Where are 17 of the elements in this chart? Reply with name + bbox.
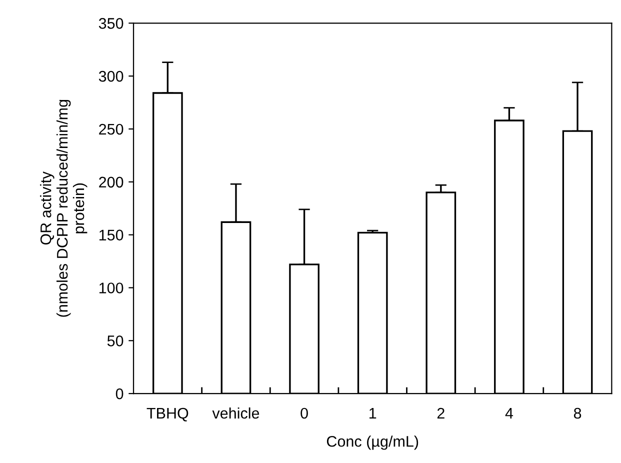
x-tick-label: vehicle	[212, 407, 260, 419]
x-tick-label: 2	[437, 408, 444, 419]
x-tick-label: 1	[370, 408, 376, 419]
y-tick-label: 0	[116, 388, 124, 400]
y-tick-label: 250	[99, 124, 124, 135]
x-tick-label: 0	[300, 408, 308, 419]
x-tick-label: 4	[505, 408, 514, 419]
y-tick-label: 300	[98, 70, 124, 82]
x-axis-title: Conc (µg/mL)	[326, 436, 418, 450]
y-tick-label: 100	[99, 282, 124, 294]
y-tick-label: 50	[107, 336, 124, 346]
y-tick-label: 200	[99, 176, 124, 188]
x-tick-label: TBHQ	[146, 408, 188, 422]
y-axis-title: QR activity (nmoles DCPIP reduced/min/mg protein)	[40, 100, 88, 317]
y-tick-label: 350	[98, 18, 124, 29]
y-tick-label: 150	[99, 230, 124, 240]
x-tick-label: 8	[574, 408, 582, 419]
